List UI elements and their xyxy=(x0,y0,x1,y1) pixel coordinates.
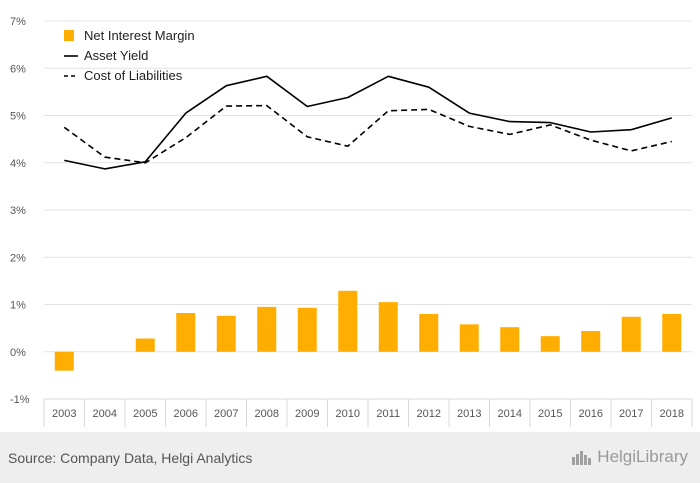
bar-net-interest-margin xyxy=(257,306,277,352)
bar-net-interest-margin xyxy=(581,330,601,352)
x-tick-label: 2018 xyxy=(660,408,684,420)
bar-net-interest-margin xyxy=(378,302,398,352)
x-tick-label: 2005 xyxy=(133,408,157,420)
footer: Source: Company Data, Helgi Analytics He… xyxy=(0,432,700,483)
x-tick-label: 2003 xyxy=(52,408,76,420)
y-tick-label: 6% xyxy=(10,63,26,75)
line-cost-of-liabilities xyxy=(63,104,672,164)
x-tick-label: 2011 xyxy=(376,408,400,420)
brand-text: HelgiLibrary xyxy=(597,447,688,466)
x-tick-label: 2006 xyxy=(174,408,198,420)
x-tick-label: 2010 xyxy=(336,408,360,420)
y-tick-label: 1% xyxy=(10,300,26,312)
bar-net-interest-margin xyxy=(216,315,236,352)
y-tick-label: 4% xyxy=(10,158,26,170)
y-tick-label: 2% xyxy=(10,252,26,264)
city-skyline-icon xyxy=(572,451,592,465)
x-tick-label: 2016 xyxy=(579,408,603,420)
legend-swatch-bar xyxy=(64,30,74,41)
line-asset-yield xyxy=(64,75,673,170)
x-tick-label: 2004 xyxy=(93,408,117,420)
legend-label: Cost of Liabilities xyxy=(84,68,183,83)
bar-net-interest-margin xyxy=(54,351,74,371)
y-tick-label: 3% xyxy=(10,205,26,217)
y-tick-label: 0% xyxy=(10,347,26,359)
chart: 7% 6% 5% 4% 3% 2% 1% 0% -1% 2003 2004 2005 2006 2007 2… xyxy=(10,16,693,427)
x-tick-label: 2007 xyxy=(214,408,238,420)
x-tick-label: 2014 xyxy=(498,408,522,420)
bar-net-interest-margin xyxy=(500,327,520,352)
y-tick-label: 7% xyxy=(10,16,26,28)
y-tick-label: -1% xyxy=(10,394,30,406)
bar-net-interest-margin xyxy=(662,313,682,352)
bar-net-interest-margin xyxy=(135,338,155,352)
bar-net-interest-margin xyxy=(459,324,479,352)
helgi-library-logo[interactable]: HelgiLibrary xyxy=(571,447,688,467)
bar-net-interest-margin xyxy=(297,307,317,352)
y-tick-label: 5% xyxy=(10,111,26,123)
bar-net-interest-margin xyxy=(176,313,196,352)
x-tick-label: 2015 xyxy=(538,408,562,420)
bar-net-interest-margin xyxy=(621,316,641,352)
x-tick-label: 2012 xyxy=(417,408,441,420)
source-text: Source: Company Data, Helgi Analytics xyxy=(8,450,253,466)
x-tick-label: 2013 xyxy=(457,408,481,420)
bar-net-interest-margin xyxy=(540,336,560,352)
x-tick-label: 2009 xyxy=(295,408,319,420)
legend-label: Asset Yield xyxy=(84,48,148,63)
bar-net-interest-margin xyxy=(338,290,358,352)
x-tick-label: 2017 xyxy=(619,408,643,420)
x-tick-label: 2008 xyxy=(255,408,279,420)
bar-net-interest-margin xyxy=(419,313,439,352)
legend-label: Net Interest Margin xyxy=(84,28,195,43)
